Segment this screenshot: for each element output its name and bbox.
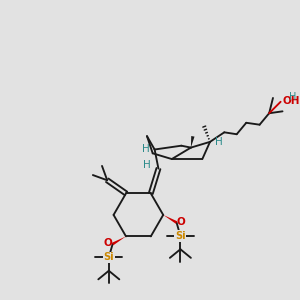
Text: H: H [142, 144, 150, 154]
Text: OH: OH [283, 96, 300, 106]
Polygon shape [112, 236, 126, 245]
Text: Si: Si [103, 252, 114, 262]
Text: Si: Si [175, 231, 186, 241]
Text: H: H [215, 137, 222, 147]
Polygon shape [163, 215, 177, 224]
Text: O: O [103, 238, 112, 248]
Text: H: H [289, 92, 297, 102]
Polygon shape [191, 136, 194, 148]
Text: H: H [143, 160, 151, 170]
Text: O: O [177, 217, 186, 226]
